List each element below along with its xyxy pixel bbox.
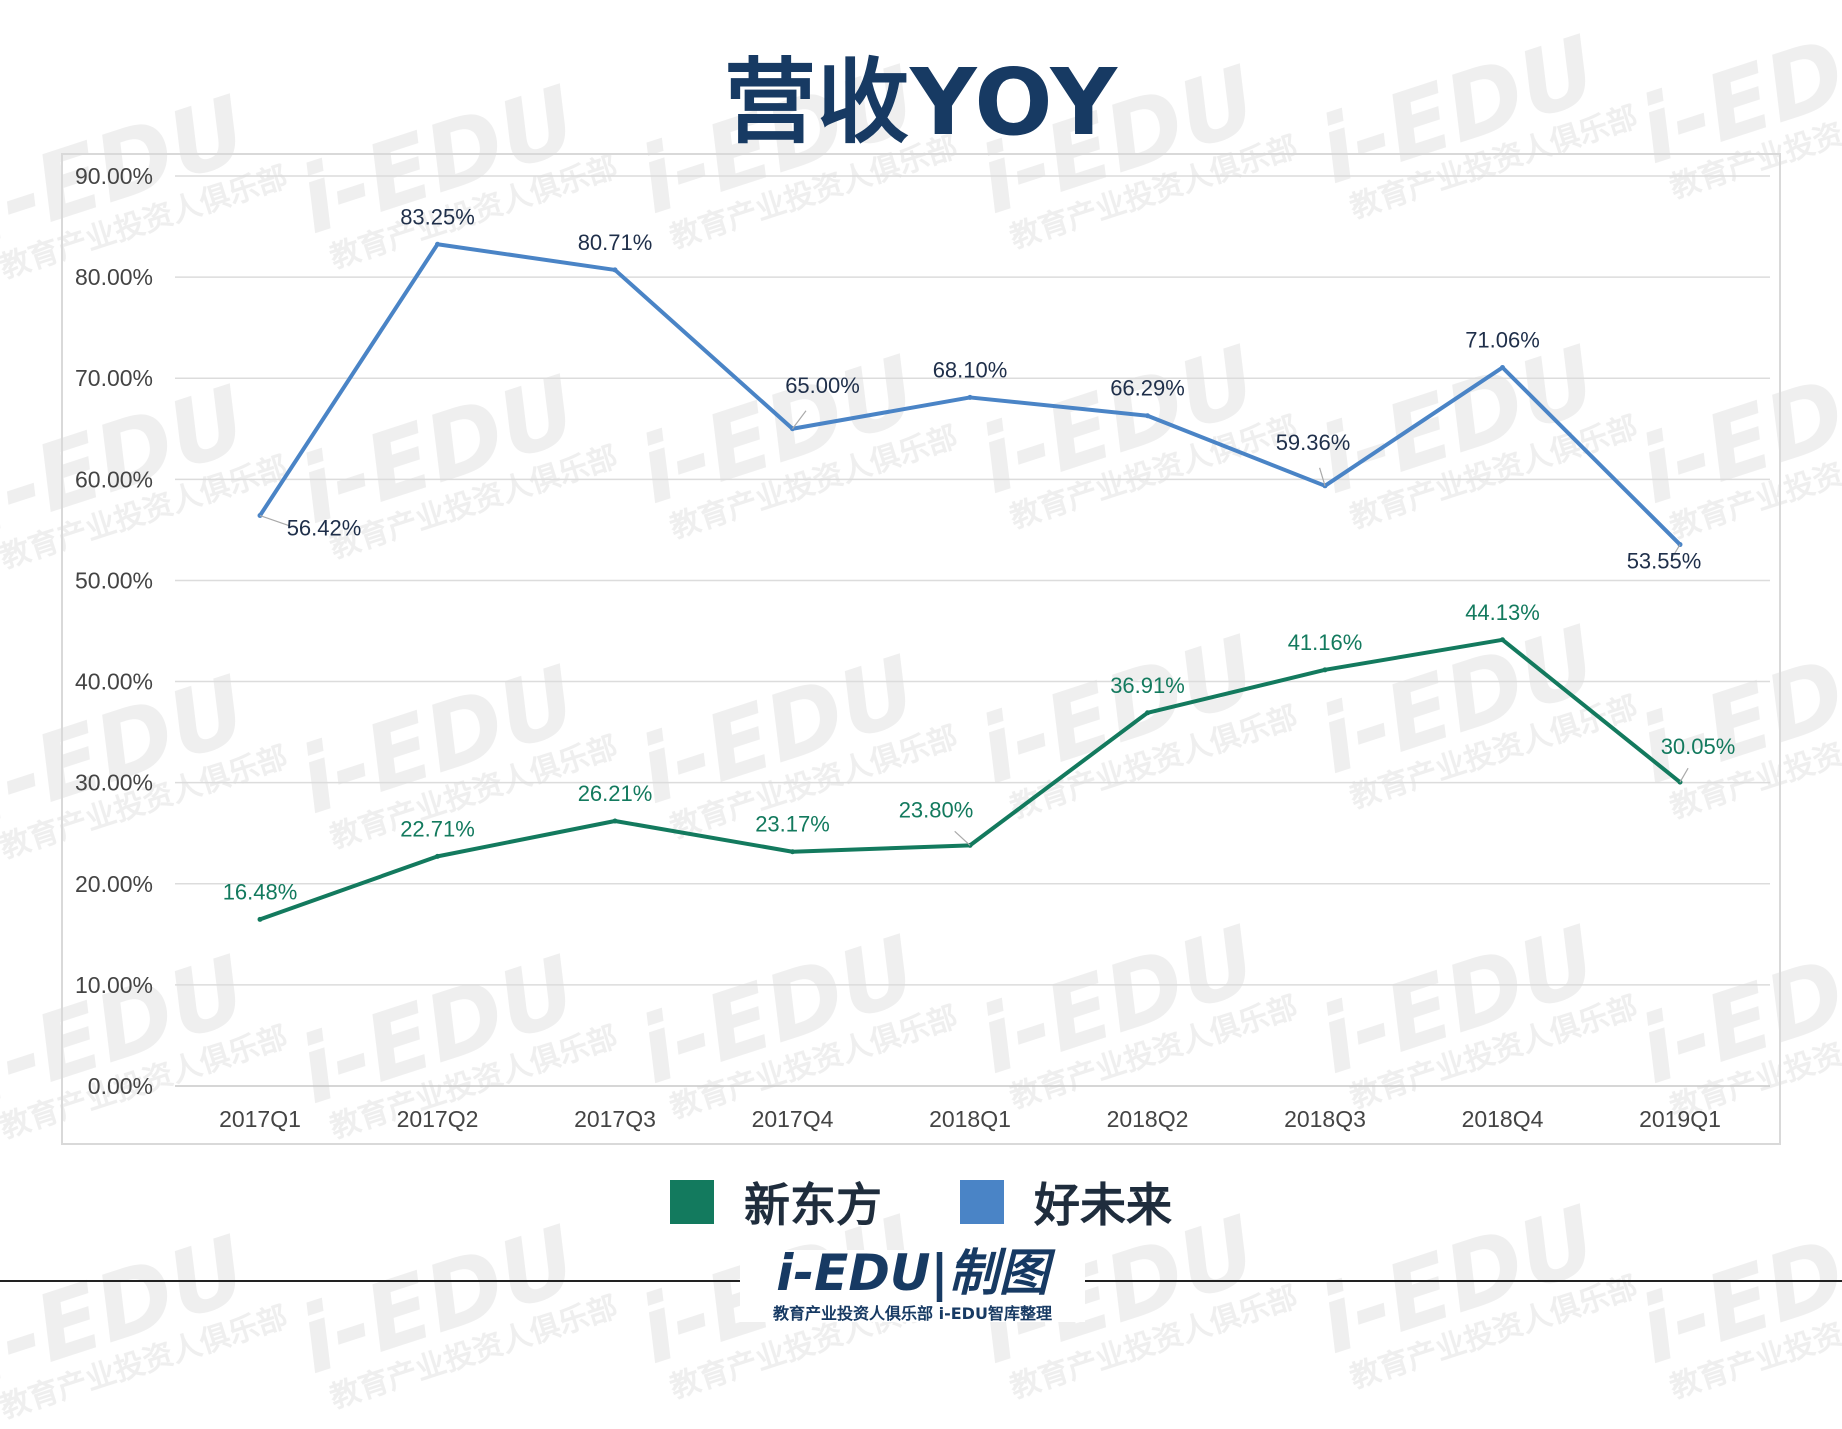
x-tick-label: 2017Q3 — [574, 1106, 656, 1132]
footer-logo: i-EDU|制图 — [776, 1244, 1049, 1302]
data-point[interactable] — [435, 241, 440, 247]
data-label: 16.48% — [223, 879, 298, 904]
label-leader — [792, 410, 807, 430]
x-tick-label: 2018Q3 — [1284, 1106, 1366, 1132]
data-label: 30.05% — [1661, 734, 1736, 759]
y-tick-label: 0.00% — [88, 1073, 153, 1099]
series-line-tal — [258, 242, 1682, 546]
data-label: 83.25% — [400, 204, 475, 229]
y-tick-label: 10.00% — [75, 972, 153, 998]
data-label: 66.29% — [1110, 376, 1185, 401]
x-tick-label: 2018Q1 — [929, 1106, 1011, 1132]
data-label: 23.80% — [899, 797, 974, 822]
legend-swatch-xdf — [670, 1180, 714, 1224]
x-tick-label: 2017Q2 — [397, 1106, 479, 1132]
x-tick-label: 2019Q1 — [1639, 1106, 1721, 1132]
plot-frame — [61, 153, 1781, 1145]
chart-canvas: 0.00% 10.00% 20.00% 30.00% 40.00% 50.00% 60.00… — [61, 153, 1781, 1145]
data-point[interactable] — [1500, 365, 1505, 371]
data-point[interactable] — [435, 853, 440, 859]
data-point[interactable] — [1500, 637, 1505, 643]
y-tick-label: 70.00% — [75, 365, 153, 391]
data-label: 68.10% — [933, 357, 1008, 382]
footer-logo-block: i-EDU|制图 教育产业投资人俱乐部 i-EDU智库整理 — [740, 1244, 1085, 1323]
data-labels: 16.48% 22.71% 26.21% 23.17% 23.80% 36.91% 41.1… — [223, 204, 1736, 904]
data-label: 53.55% — [1627, 549, 1702, 574]
data-point[interactable] — [612, 818, 618, 824]
data-point[interactable] — [257, 916, 263, 922]
label-leader — [1672, 544, 1681, 557]
data-point[interactable] — [1322, 667, 1328, 673]
y-axis-ticks: 0.00% 10.00% 20.00% 30.00% 40.00% 50.00% 60.00… — [75, 163, 153, 1099]
legend-label-tal: 好未来 — [1034, 1178, 1172, 1232]
y-tick-label: 80.00% — [75, 264, 153, 290]
chart-title: 营收YOY — [724, 49, 1118, 156]
y-tick-label: 20.00% — [75, 871, 153, 897]
legend-swatch-tal — [960, 1180, 1004, 1224]
x-tick-label: 2018Q2 — [1107, 1106, 1189, 1132]
data-label: 56.42% — [287, 516, 362, 541]
x-tick-label: 2018Q4 — [1462, 1106, 1544, 1132]
label-leader — [259, 514, 289, 527]
data-label: 22.71% — [400, 816, 475, 841]
footer-subtitle: 教育产业投资人俱乐部 i-EDU智库整理 — [773, 1304, 1052, 1323]
y-tick-label: 60.00% — [75, 466, 153, 492]
legend-item-xdf[interactable]: 新东方 — [670, 1169, 882, 1235]
legend: 新东方 好未来 — [0, 1172, 1842, 1232]
data-label: 26.21% — [578, 781, 653, 806]
data-point[interactable] — [612, 267, 618, 273]
y-tick-label: 40.00% — [75, 669, 153, 695]
x-tick-label: 2017Q1 — [219, 1106, 301, 1132]
data-label: 36.91% — [1110, 673, 1185, 698]
x-tick-label: 2017Q4 — [752, 1106, 834, 1132]
gridlines — [175, 175, 1770, 1087]
data-label: 80.71% — [578, 230, 653, 255]
data-label: 71.06% — [1465, 328, 1540, 353]
data-label: 41.16% — [1288, 630, 1363, 655]
data-label: 59.36% — [1276, 430, 1351, 455]
label-leader — [954, 830, 971, 846]
x-axis-ticks: 2017Q1 2017Q2 2017Q3 2017Q4 2018Q1 2018Q2 2018… — [219, 1106, 1721, 1132]
y-tick-label: 90.00% — [75, 163, 153, 189]
data-point[interactable] — [1145, 413, 1150, 419]
y-tick-label: 50.00% — [75, 567, 153, 593]
label-leader — [1319, 467, 1326, 486]
legend-item-tal[interactable]: 好未来 — [960, 1169, 1172, 1235]
data-point[interactable] — [1145, 710, 1150, 716]
data-point[interactable] — [967, 394, 973, 400]
legend-label-xdf: 新东方 — [744, 1178, 882, 1232]
data-point[interactable] — [790, 849, 795, 855]
data-label: 23.17% — [755, 812, 830, 837]
label-leader — [1679, 767, 1689, 783]
y-tick-label: 30.00% — [75, 770, 153, 796]
data-label: 65.00% — [785, 373, 860, 398]
data-label: 44.13% — [1465, 600, 1540, 625]
